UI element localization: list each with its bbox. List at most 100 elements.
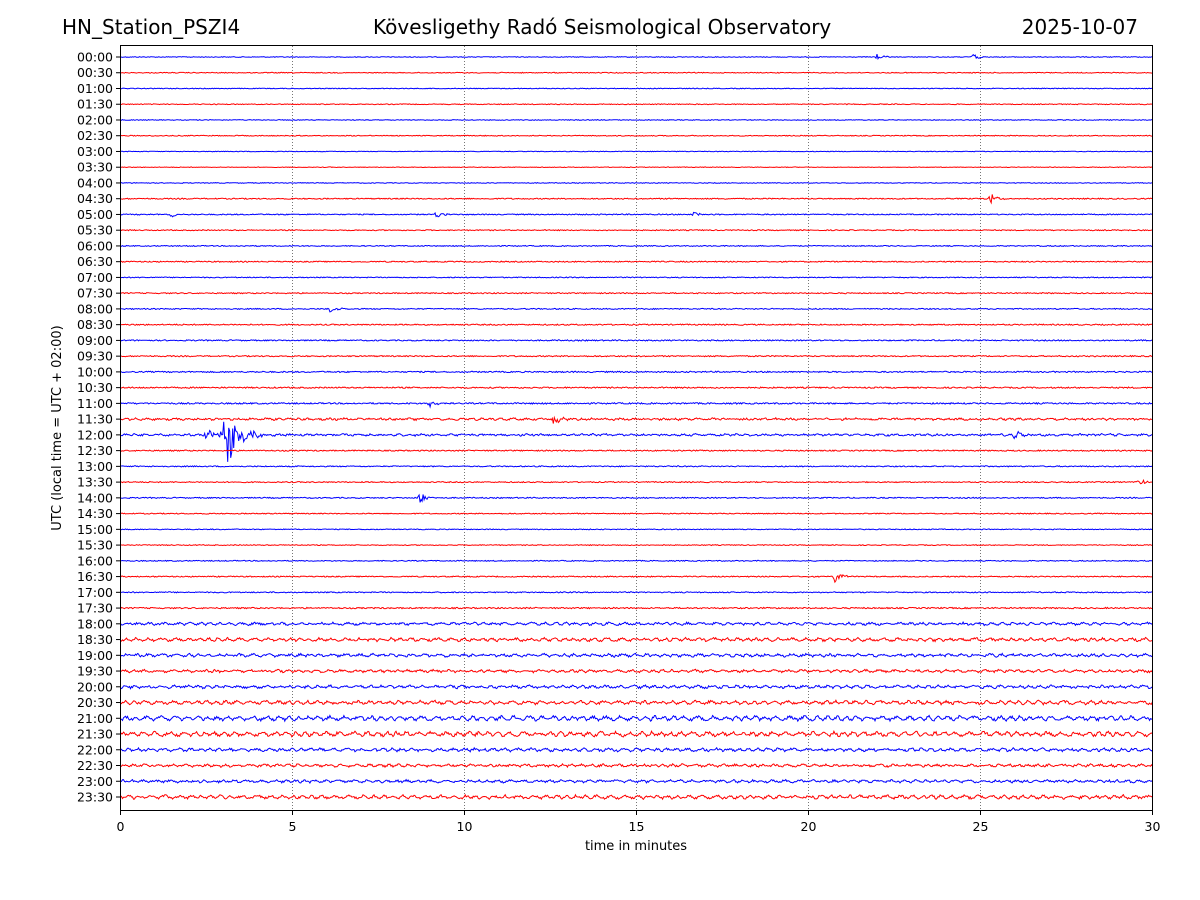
y-tick-label: 01:00 [77,81,113,96]
station-title: HN_Station_PSZI4 [62,15,241,39]
y-tick-label: 05:00 [77,207,113,222]
trace-0100 [120,87,1153,90]
trace-1300 [120,465,1153,468]
y-tick-label: 17:30 [77,601,113,616]
trace-1030 [120,386,1153,390]
date-title: 2025-10-07 [1021,15,1138,39]
y-tick-label: 14:30 [77,506,113,521]
trace-0430 [120,194,1153,205]
trace-1400 [120,493,1153,503]
trace-0930 [120,354,1153,358]
y-tick-label: 00:30 [77,65,113,80]
trace-2230 [120,762,1153,769]
y-tick-label: 23:00 [77,774,113,789]
trace-0630 [120,260,1153,263]
trace-1130 [120,415,1153,424]
y-tick-label: 20:00 [77,679,113,694]
trace-1230 [120,449,1153,452]
trace-0500 [120,211,1153,218]
chart-title: Kövesligethy Radó Seismological Observat… [373,15,832,39]
trace-1600 [120,559,1153,562]
y-tick-label: 02:00 [77,112,113,127]
trace-1900 [120,652,1153,659]
trace-1330 [120,478,1153,485]
y-tick-label: 16:30 [77,569,113,584]
trace-2330 [120,793,1153,801]
y-tick-label: 13:00 [77,459,113,474]
y-tick-label: 13:30 [77,475,113,490]
traces [120,53,1153,801]
y-tick-label: 05:30 [77,223,113,238]
trace-0300 [120,150,1153,153]
y-tick-label: 03:30 [77,160,113,175]
trace-0830 [120,323,1153,327]
y-tick-label: 09:30 [77,349,113,364]
y-tick-label: 10:30 [77,380,113,395]
y-tick-label: 16:00 [77,553,113,568]
y-tick-label: 22:00 [77,742,113,757]
grid-lines [292,46,981,810]
y-ticks: 00:0000:3001:0001:3002:0002:3003:0003:30… [77,50,120,805]
trace-2200 [120,746,1153,753]
y-tick-label: 06:30 [77,254,113,269]
trace-0600 [120,244,1153,248]
y-tick-label: 04:30 [77,191,113,206]
y-tick-label: 12:00 [77,427,113,442]
y-tick-label: 14:00 [77,490,113,505]
x-tick-label: 25 [973,819,989,834]
trace-0000 [120,53,1153,61]
trace-0230 [120,134,1153,137]
trace-0700 [120,276,1153,279]
trace-1200 [120,421,1153,462]
x-tick-label: 0 [117,819,125,834]
trace-0900 [120,339,1153,342]
y-tick-label: 09:00 [77,333,113,348]
y-axis-label: UTC (local time = UTC + 02:00) [50,325,65,530]
trace-1000 [120,370,1153,374]
trace-1530 [120,544,1153,547]
trace-0530 [120,229,1153,232]
y-tick-label: 22:30 [77,758,113,773]
y-tick-label: 08:00 [77,301,113,316]
x-tick-label: 15 [629,819,645,834]
y-tick-label: 17:00 [77,585,113,600]
plot-frame [120,45,1153,811]
trace-2100 [120,714,1153,723]
trace-1100 [120,401,1153,409]
y-tick-label: 19:30 [77,664,113,679]
trace-1430 [120,512,1153,515]
x-tick-label: 30 [1145,819,1161,834]
y-tick-label: 18:30 [77,632,113,647]
trace-1800 [120,621,1153,627]
trace-1930 [120,668,1153,674]
y-tick-label: 15:30 [77,538,113,553]
trace-1830 [120,636,1153,643]
y-tick-label: 02:30 [77,128,113,143]
y-tick-label: 06:00 [77,238,113,253]
trace-2000 [120,684,1153,690]
x-tick-label: 5 [289,819,297,834]
y-tick-label: 00:00 [77,50,113,65]
y-tick-label: 18:00 [77,616,113,631]
trace-1630 [120,574,1153,584]
y-tick-label: 01:30 [77,97,113,112]
x-ticks: 0 5 10 15 20 25 30 [117,811,1161,834]
y-tick-label: 11:00 [77,396,113,411]
y-tick-label: 07:30 [77,286,113,301]
trace-0730 [120,291,1153,295]
trace-2130 [120,729,1153,738]
x-tick-label: 10 [457,819,473,834]
x-axis-label: time in minutes [585,839,687,854]
trace-0800 [120,307,1153,313]
y-tick-label: 11:30 [77,412,113,427]
trace-0330 [120,166,1153,169]
y-tick-label: 20:30 [77,695,113,710]
trace-1700 [120,591,1153,594]
y-tick-label: 19:00 [77,648,113,663]
trace-0200 [120,118,1153,121]
y-tick-label: 23:30 [77,790,113,805]
y-tick-label: 10:00 [77,364,113,379]
trace-0400 [120,182,1153,184]
trace-2300 [120,778,1153,784]
